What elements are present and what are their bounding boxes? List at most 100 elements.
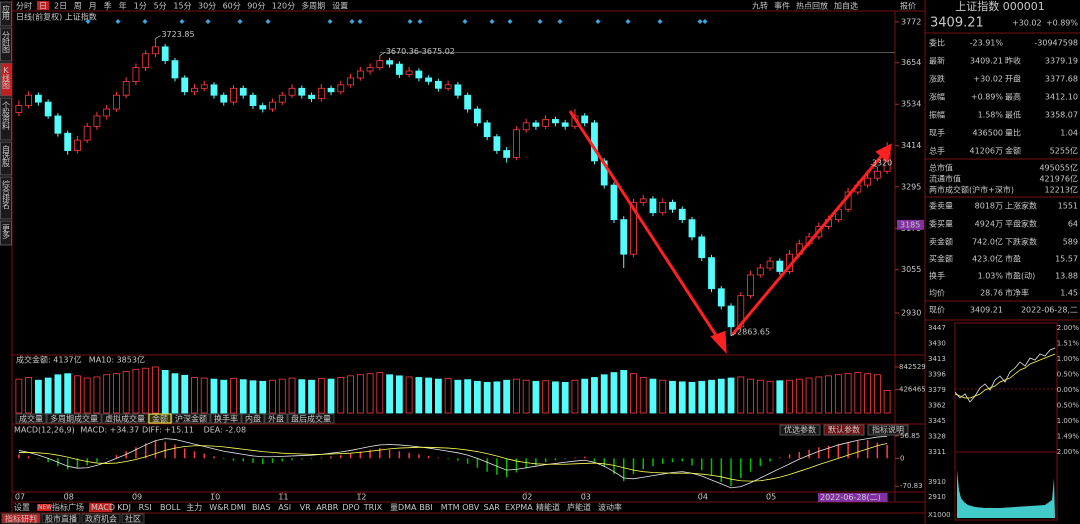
date-label: 02	[522, 493, 532, 502]
period-tab[interactable]: 15分	[173, 2, 191, 11]
indicator-tab[interactable]: ARBR	[316, 503, 339, 512]
period-tab[interactable]: 5分	[154, 2, 167, 11]
period-tab[interactable]: 1分	[134, 2, 147, 11]
toolbar-button[interactable]: 加自选	[834, 1, 858, 11]
volume-bar	[366, 373, 374, 414]
volume-bar	[93, 376, 101, 414]
indicator-tab[interactable]: EXPMA	[505, 503, 533, 512]
quote-label: 涨跌	[929, 74, 945, 84]
sidebar-label[interactable]: 综合排名	[2, 179, 11, 210]
period-tab[interactable]: 设置	[332, 1, 348, 11]
period-tab[interactable]: 周	[74, 2, 82, 11]
quote-value: 41206万	[970, 147, 1003, 156]
indicator-tab[interactable]: BIAS	[252, 503, 270, 512]
period-tab[interactable]: 年	[119, 1, 127, 11]
macd-button-label[interactable]: 优选参数	[784, 425, 816, 435]
indicator-tab[interactable]: 设置	[14, 502, 30, 512]
candle-body	[288, 87, 296, 96]
period-tab[interactable]: 90分	[247, 2, 265, 11]
indicator-tab[interactable]: BBI	[419, 503, 432, 512]
candle-body	[561, 122, 569, 127]
indicator-tab[interactable]: 量DMA	[390, 503, 417, 512]
volume-tab-label[interactable]: 多周期成交量	[50, 414, 98, 424]
mini-right-tick: 2.00%	[1057, 324, 1080, 332]
candle-body	[717, 288, 725, 307]
quote-value: 1.58%	[978, 111, 1004, 120]
period-tab[interactable]: 2日	[54, 2, 67, 11]
period-tab[interactable]: 分时	[16, 1, 32, 11]
candle-body	[395, 63, 403, 75]
period-tab[interactable]: 月	[89, 2, 97, 11]
candle-body	[747, 274, 754, 297]
volume-tab-label[interactable]: 虚拟成交量	[105, 414, 145, 424]
quote-label: 平盘家数	[1005, 219, 1037, 229]
indicator-tab[interactable]: OBV	[462, 503, 480, 512]
mini-right-tick: 1.51%	[1057, 340, 1080, 348]
candle-body	[727, 305, 735, 328]
indicator-tab[interactable]: MTM	[441, 503, 460, 512]
indicator-tab[interactable]: TRIX	[363, 503, 383, 512]
volume-bar	[708, 379, 715, 414]
period-tab[interactable]: 日	[39, 2, 47, 11]
bottom-tab-label[interactable]: 指标研判	[5, 514, 37, 524]
indicator-tab[interactable]: MACD	[91, 503, 115, 512]
bottom-tab-label[interactable]: 社区	[125, 514, 141, 524]
candle-body	[93, 115, 101, 127]
signal-diamond	[142, 19, 148, 24]
volume-bar	[688, 382, 696, 414]
sidebar-label[interactable]: 应用	[2, 4, 11, 21]
period-tab[interactable]: 30分	[198, 2, 216, 11]
toolbar-button[interactable]: 事件	[774, 1, 790, 11]
indicator-tab[interactable]: 精能道	[536, 502, 560, 512]
quote-value: 4924万	[975, 220, 1003, 229]
indicator-tab[interactable]: BOLL	[160, 503, 181, 512]
volume-bar	[571, 379, 579, 414]
indicator-tab[interactable]: KDJ	[117, 503, 131, 512]
volume-tab-label[interactable]: 换手率	[214, 414, 238, 424]
quote-value: 1.03%	[978, 272, 1004, 281]
period-tab[interactable]: 120分	[272, 2, 295, 11]
new-badge	[37, 504, 51, 511]
signal-diamond	[697, 19, 703, 24]
volume-bar	[288, 377, 296, 414]
volume-bar	[503, 379, 511, 414]
indicator-tab[interactable]: RSI	[139, 503, 152, 512]
toolbar-button[interactable]: 九转	[752, 1, 768, 11]
volume-tab-label[interactable]: 盘后成交量	[291, 414, 331, 424]
volume-tab-label[interactable]: 沪深金额	[175, 414, 207, 424]
sidebar-label[interactable]: 分时图	[2, 31, 11, 54]
indicator-tab[interactable]: VR	[300, 503, 311, 512]
toolbar-button[interactable]: 报价	[900, 1, 916, 11]
volume-tab-label[interactable]: 金额	[152, 414, 168, 424]
indicator-tab[interactable]: DPO	[342, 503, 359, 512]
macd-button-label[interactable]: 默认参数	[828, 425, 860, 435]
indicator-tab[interactable]: ASI	[278, 503, 291, 512]
indicator-tab[interactable]: W&R	[209, 503, 229, 512]
indicator-tab[interactable]: 主力	[186, 502, 202, 512]
mini-left-tick: 3345	[928, 417, 946, 425]
period-tab[interactable]: 季	[104, 1, 112, 11]
toolbar-button[interactable]: 热点回放	[796, 1, 828, 11]
volume-tab-label[interactable]: 外盘	[268, 414, 284, 424]
period-tab[interactable]: 多周期	[301, 1, 325, 11]
quote-label: 委比	[929, 38, 945, 48]
bottom-tab-label[interactable]: 政府机会	[85, 514, 117, 524]
volume-bar	[25, 377, 33, 414]
period-tab[interactable]: 60分	[223, 2, 241, 11]
sidebar-label[interactable]: 更多	[2, 224, 11, 240]
indicator-tab[interactable]: DMI	[231, 503, 246, 512]
bottom-tab-label[interactable]: 股市直播	[45, 514, 77, 524]
indicator-tab[interactable]: 指标广场	[52, 502, 84, 512]
indicator-tab[interactable]: 波动率	[598, 502, 622, 512]
volume-bar	[376, 372, 384, 414]
candle-body	[766, 260, 774, 269]
candle-body	[122, 80, 130, 96]
volume-tab-label[interactable]: 内盘	[245, 414, 261, 424]
macd-button-label[interactable]: 指标说明	[872, 425, 904, 435]
sidebar-label[interactable]: K线图	[2, 66, 11, 90]
sidebar-label[interactable]: 个股资料	[2, 101, 11, 131]
indicator-tab[interactable]: SAR	[484, 503, 501, 512]
indicator-tab[interactable]: 庐能道	[567, 502, 591, 512]
volume-tab-label[interactable]: 成交量	[19, 414, 43, 424]
sidebar-label[interactable]: 自选股	[2, 144, 11, 168]
